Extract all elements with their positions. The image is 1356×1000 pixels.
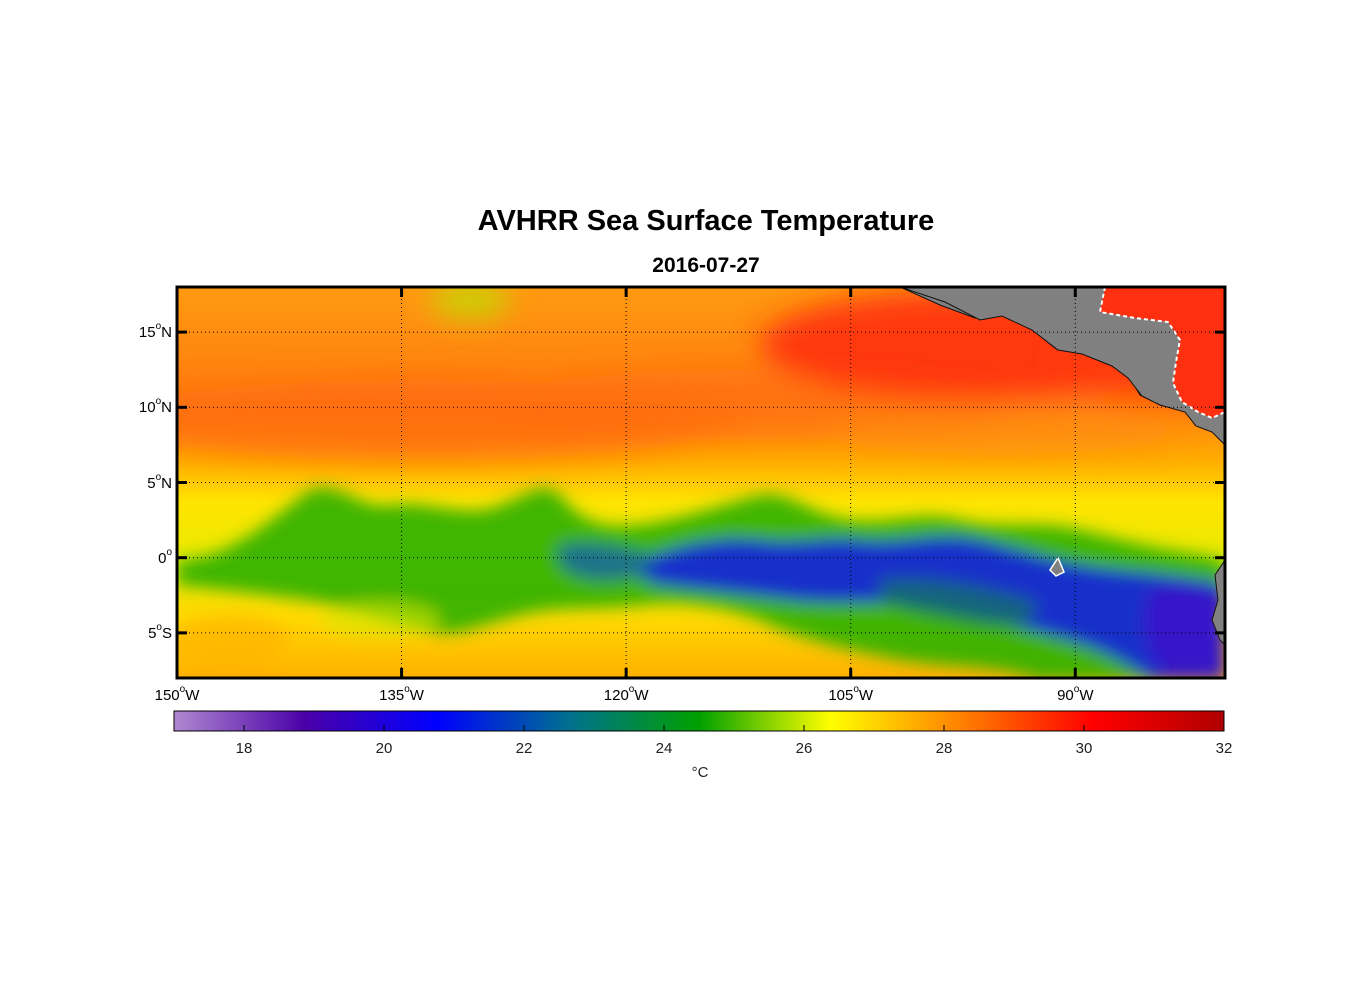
lat-tick-label: 10oN [138, 396, 172, 417]
map-ticks [175, 287, 1225, 678]
colorbar-tick-label: 24 [655, 740, 673, 757]
colorbar-tick-label: 28 [935, 740, 953, 757]
colorbar-tick-label: 26 [795, 740, 813, 757]
colorbar-tick-label: 22 [515, 740, 533, 757]
lon-tick-label: 120oW [603, 684, 649, 704]
lat-tick-label: 5oS [148, 621, 172, 642]
map-title: AVHRR Sea Surface Temperature [477, 205, 935, 237]
lon-tick-label: 105oW [828, 684, 874, 704]
colorbar-unit: °C [691, 764, 709, 781]
colorbar-tick-label: 18 [235, 740, 253, 757]
colorbar-tick-label: 20 [375, 740, 393, 757]
lon-tick-label: 150oW [154, 684, 200, 704]
colorbar-tick-label: 32 [1215, 740, 1233, 757]
lat-tick-label: 5oN [147, 471, 172, 492]
colorbar-tick-label: 30 [1075, 740, 1093, 757]
colorbar-ticks [243, 725, 1225, 731]
lat-tick-label: 15oN [138, 321, 172, 342]
colorbar [173, 710, 1225, 732]
lon-tick-label: 90oW [1057, 684, 1094, 704]
lon-tick-label: 135oW [379, 684, 424, 704]
map-gridlines [176, 287, 1225, 678]
map-subtitle-date: 2016-07-27 [652, 254, 760, 277]
lat-tick-label: 0o [158, 546, 172, 567]
sst-field [177, 287, 1225, 678]
